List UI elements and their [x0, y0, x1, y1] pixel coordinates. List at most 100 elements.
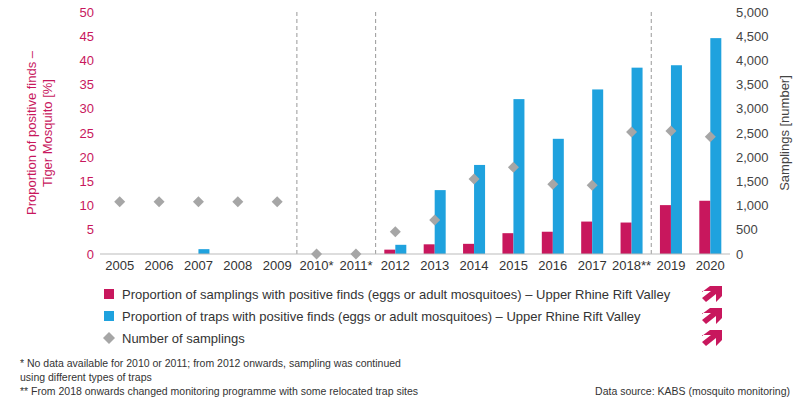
bar — [424, 244, 435, 254]
y-tick-label: 20 — [80, 150, 94, 165]
point — [193, 196, 204, 207]
x-tick-label: 2013 — [420, 258, 449, 273]
trend-arrow — [702, 286, 722, 302]
y-tick — [97, 157, 100, 158]
bar — [395, 245, 406, 254]
x-tick-label: 2020 — [696, 258, 725, 273]
y-tick-label: 50 — [80, 5, 94, 20]
y2-tick-label: 500 — [736, 222, 758, 237]
point — [154, 196, 165, 207]
y-tick-label: 40 — [80, 53, 94, 68]
bar — [710, 38, 721, 254]
point — [705, 131, 716, 142]
point — [508, 162, 519, 173]
y2-tick-label: 2,500 — [736, 126, 769, 141]
y2-tick — [730, 254, 733, 255]
y-tick-label: 45 — [80, 29, 94, 44]
point — [272, 196, 283, 207]
y2-tick — [730, 205, 733, 206]
bar — [542, 232, 553, 254]
x-tick-label: 2017 — [578, 258, 607, 273]
y-tick — [97, 12, 100, 13]
y2-tick — [730, 157, 733, 158]
y2-tick-label: 4,000 — [736, 53, 769, 68]
separator — [375, 12, 376, 254]
y2-tick — [730, 84, 733, 85]
y2-tick-label: 0 — [736, 247, 743, 262]
y-tick — [97, 108, 100, 109]
x-tick-label: 2016 — [538, 258, 567, 273]
baseline — [100, 254, 730, 255]
y2-tick-label: 1,500 — [736, 174, 769, 189]
x-tick-label: 2006 — [145, 258, 174, 273]
footnote: using different types of traps — [20, 371, 152, 383]
y2-tick-label: 2,000 — [736, 150, 769, 165]
source: Data source: KABS (mosquito monitoring) — [595, 385, 790, 397]
x-tick-label: 2018** — [612, 258, 651, 273]
y-tick — [97, 254, 100, 255]
point — [587, 180, 598, 191]
y2-tick — [730, 229, 733, 230]
point — [429, 215, 440, 226]
bar — [553, 139, 564, 254]
point — [232, 196, 243, 207]
y-tick-label: 30 — [80, 101, 94, 116]
y-axis-title: Proportion of positive finds –Tiger Mosq… — [24, 50, 55, 215]
y2-tick — [730, 36, 733, 37]
y-tick-label: 0 — [87, 247, 94, 262]
point — [665, 126, 676, 137]
y-tick-label: 15 — [80, 174, 94, 189]
footnote: ** From 2018 onwards changed monitoring … — [20, 385, 418, 397]
bar — [592, 89, 603, 254]
separator — [651, 12, 652, 254]
y2-tick-label: 1,000 — [736, 198, 769, 213]
x-tick-label: 2011* — [339, 258, 372, 273]
x-tick-label: 2009 — [263, 258, 292, 273]
y2-tick — [730, 60, 733, 61]
x-tick-label: 2010* — [300, 258, 334, 273]
y-axis-title-line: Tiger Mosquito [%] — [40, 79, 55, 187]
y-tick-label: 10 — [80, 198, 94, 213]
y2-tick-label: 3,000 — [736, 101, 769, 116]
bar — [513, 99, 524, 254]
y2-tick-label: 5,000 — [736, 5, 769, 20]
point — [626, 127, 637, 138]
y-tick — [97, 229, 100, 230]
separator — [296, 12, 297, 254]
bar — [198, 249, 209, 254]
bar — [660, 205, 671, 254]
bar — [384, 250, 395, 254]
y-tick-label: 25 — [80, 126, 94, 141]
legend-swatch — [103, 332, 115, 344]
bar — [671, 65, 682, 254]
x-tick-label: 2019 — [656, 258, 685, 273]
x-tick-label: 2012 — [381, 258, 410, 273]
y-tick — [97, 84, 100, 85]
y2-tick — [730, 181, 733, 182]
y-tick — [97, 133, 100, 134]
x-tick-label: 2007 — [184, 258, 213, 273]
y-tick-label: 35 — [80, 77, 94, 92]
bar — [581, 222, 592, 254]
legend-swatch — [104, 289, 114, 299]
y2-tick-label: 4,500 — [736, 29, 769, 44]
legend-swatch — [104, 311, 114, 321]
legend-label: Number of samplings — [122, 331, 245, 346]
x-tick-label: 2005 — [105, 258, 134, 273]
y2-tick — [730, 108, 733, 109]
point — [469, 173, 480, 184]
x-tick-label: 2014 — [460, 258, 489, 273]
point — [114, 196, 125, 207]
point — [390, 226, 401, 237]
x-tick-label: 2008 — [223, 258, 252, 273]
y2-tick — [730, 12, 733, 13]
bar — [502, 233, 513, 254]
bars — [198, 38, 721, 254]
y2-tick-label: 3,500 — [736, 77, 769, 92]
legend-label: Proportion of traps with positive finds … — [122, 309, 641, 324]
footnote: * No data available for 2010 or 2011; fr… — [20, 357, 401, 369]
trend-arrow — [702, 330, 722, 346]
points — [114, 126, 716, 260]
y-tick — [97, 205, 100, 206]
bar — [699, 201, 710, 254]
